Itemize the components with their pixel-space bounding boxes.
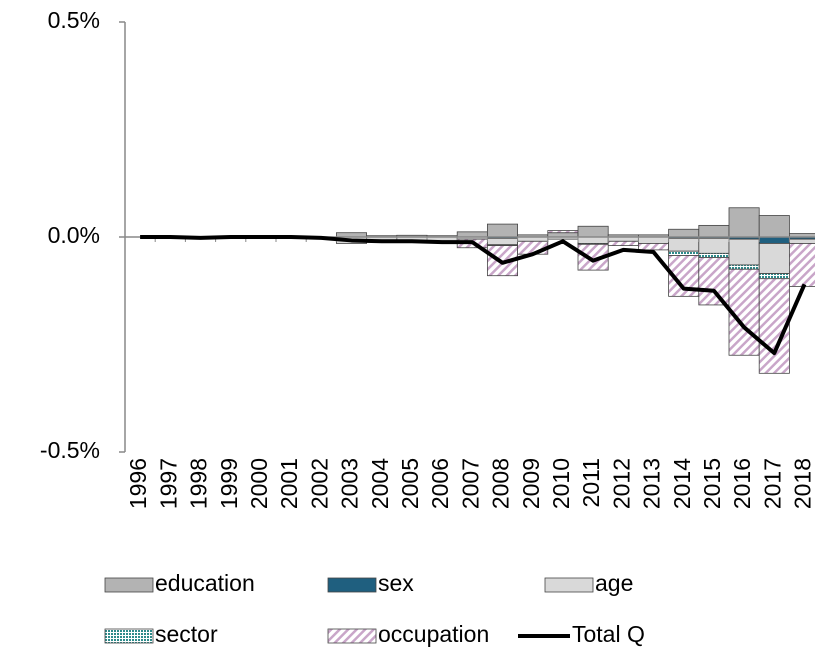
legend-swatch [104,628,154,644]
x-tick-label: 2015 [699,458,725,509]
x-tick-label: 2018 [790,458,815,509]
legend-label: age [595,570,633,596]
x-tick-label: 2010 [548,458,574,509]
bar-segment [698,257,730,306]
legend-label: sector [155,621,218,647]
legend-swatch [104,577,154,593]
legend-swatch [327,577,377,593]
legend-label: occupation [378,621,489,647]
x-tick-label: 2013 [639,458,665,509]
bar-segment [728,264,760,270]
y-tick-label: 0.0% [48,222,100,248]
legend-label: Total Q [572,621,645,647]
bar-segment [698,252,730,259]
bar-segment [668,228,700,238]
x-tick-label: 2006 [427,458,453,509]
bar-segment [758,273,790,280]
legend-swatch [327,628,377,644]
bar-segment [638,236,670,244]
x-tick-label: 1999 [216,458,242,509]
bar-segment [577,236,609,244]
x-tick-label: 2005 [397,458,423,509]
bar-segment [577,225,609,238]
x-tick-label: 2016 [729,458,755,509]
x-tick-label: 2001 [276,458,302,509]
bar-segment [728,238,760,266]
bar-segment [698,224,730,238]
y-tick-label: -0.5% [40,437,100,463]
x-tick-label: 1998 [186,458,212,509]
x-tick-label: 1997 [155,458,181,509]
bar-segment [456,231,488,238]
x-tick-label: 1996 [125,458,151,509]
total-line [140,235,807,356]
bar-segment [668,237,700,252]
bar-segment [758,243,790,274]
y-tick-label: 0.5% [48,7,100,33]
x-tick-label: 2007 [457,458,483,509]
bar-segment [698,237,730,254]
legend-label: education [155,570,255,596]
bar-segment [728,207,760,238]
x-tick-label: 2011 [578,458,604,507]
bar-segment [638,243,670,251]
bar-segment [758,236,790,244]
bar-segment [607,240,639,247]
x-tick-label: 2017 [759,458,785,509]
bar-segment [547,230,579,234]
x-tick-label: 2002 [306,458,332,509]
bar-segment [758,215,790,238]
x-tick-label: 2000 [246,458,272,509]
bar-segment [486,223,518,238]
x-tick-label: 2008 [488,458,514,509]
bar-segment [668,250,700,256]
bar-segment [789,243,815,287]
bar-segment [789,238,815,244]
legend-swatch [544,577,594,593]
x-tick-label: 2004 [367,458,393,509]
x-tick-label: 2003 [337,458,363,509]
x-tick-label: 2014 [669,458,695,509]
legend-label: sex [378,570,414,596]
x-tick-label: 2012 [608,458,634,509]
x-tick-label: 2009 [518,458,544,509]
bar-segment [486,237,518,246]
